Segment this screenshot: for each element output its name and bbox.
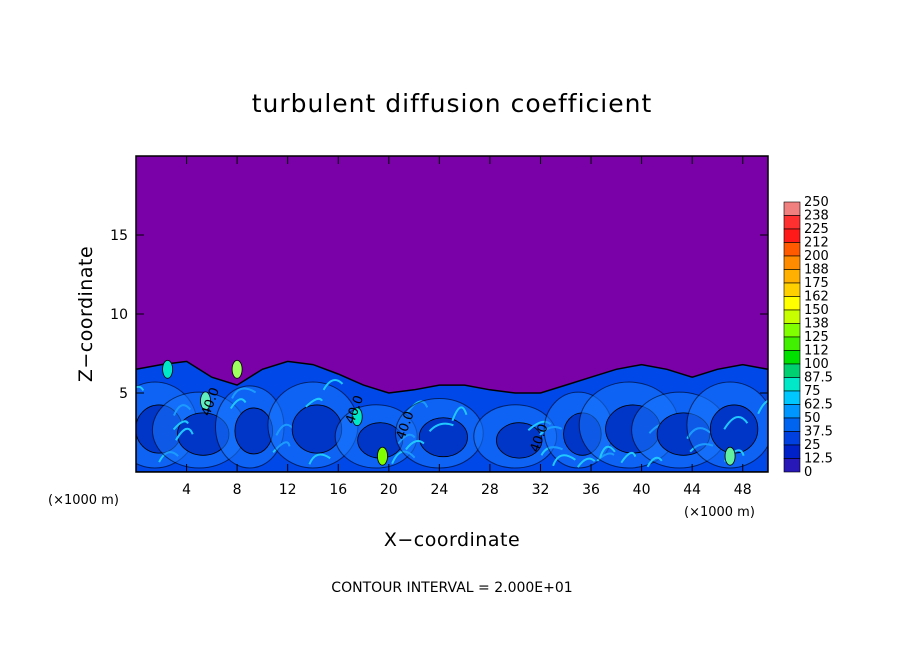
y-tick-label: 10 — [110, 307, 128, 323]
colorbar-swatch — [783, 444, 801, 459]
colorbar-label: 162 — [804, 290, 829, 305]
turbulence-streak — [451, 406, 468, 422]
colorbar-swatch — [783, 296, 801, 311]
turbulence-streak — [405, 440, 425, 451]
colorbar-label: 112 — [804, 344, 829, 359]
high-diffusion-spot — [351, 407, 363, 427]
colorbar-label: 62.5 — [804, 398, 833, 413]
x-tick-label: 12 — [279, 482, 297, 498]
eddy-core — [291, 404, 343, 454]
colorbar-swatch — [783, 215, 801, 230]
x-tick-label: 16 — [329, 482, 347, 498]
turbulence-streak — [576, 457, 596, 468]
turbulence-streak — [229, 398, 247, 410]
colorbar-swatch — [783, 309, 801, 324]
colorbar-label: 0 — [804, 465, 812, 480]
eddy-core — [234, 407, 274, 455]
colorbar-label: 100 — [804, 357, 829, 372]
y-axis-ticks: 5 10 15 — [110, 228, 768, 402]
colorbar-swatch — [783, 458, 801, 473]
high-diffusion-spot — [200, 391, 211, 411]
colorbar-label: 87.5 — [804, 371, 833, 386]
colorbar-swatch — [783, 417, 801, 432]
x-unit-label-left: (×1000 m) — [48, 493, 119, 508]
x-tick-label: 8 — [233, 482, 242, 498]
colorbar-swatch — [783, 431, 801, 446]
x-tick-label: 20 — [380, 482, 398, 498]
y-tick-label: 5 — [119, 386, 128, 402]
eddy-core — [496, 422, 543, 459]
colorbar-label: 250 — [804, 195, 829, 210]
turbulence-streak — [305, 397, 323, 408]
x-tick-label: 36 — [582, 482, 600, 498]
high-diffusion-spot — [724, 446, 736, 466]
colorbar-label: 37.5 — [804, 425, 833, 440]
plot-area: 40.0 40.0 40.0 40.0 — [135, 155, 769, 473]
colorbar-swatch — [783, 363, 801, 378]
colorbar-label: 12.5 — [804, 452, 833, 467]
colorbar-swatch — [783, 201, 801, 216]
turbulence-streak — [723, 416, 749, 430]
colorbar-swatch — [783, 282, 801, 297]
eddy-core — [418, 417, 468, 458]
colorbar-label: 50 — [804, 411, 821, 426]
turbulence-streak — [646, 456, 663, 468]
turbulence-streak — [175, 427, 194, 441]
colorbar-label: 238 — [804, 209, 829, 224]
colorbar-swatch — [783, 323, 801, 338]
turbulence-streak — [308, 453, 331, 465]
turbulence-streak — [599, 445, 616, 459]
colorbar-swatch — [783, 390, 801, 405]
high-diffusion-spot — [377, 446, 388, 466]
colorbar-label: 200 — [804, 249, 829, 264]
y-axis-label: Z−coordinate — [75, 246, 97, 382]
contour-interval-text: CONTOUR INTERVAL = 2.000E+01 — [331, 580, 572, 596]
x-tick-label: 28 — [481, 482, 499, 498]
colorbar-label: 25 — [804, 438, 821, 453]
colorbar-swatch — [783, 269, 801, 284]
colorbar-swatch — [783, 377, 801, 392]
x-tick-label: 44 — [683, 482, 701, 498]
colorbar-swatch — [783, 255, 801, 270]
colorbar-label: 125 — [804, 330, 829, 345]
colorbar-swatch — [783, 336, 801, 351]
colorbar-swatch — [783, 228, 801, 243]
turbulence-streak — [757, 399, 768, 415]
high-diffusion-spot — [231, 359, 243, 379]
x-axis-ticks: 4 8 12 16 20 24 28 32 36 40 44 48 — [182, 156, 752, 498]
high-diffusion-spot — [162, 359, 174, 379]
colorbar-label: 212 — [804, 236, 829, 251]
colorbar-swatch — [783, 404, 801, 419]
x-tick-label: 4 — [182, 482, 191, 498]
y-tick-label: 15 — [110, 228, 128, 244]
turbulence-streak — [552, 454, 576, 467]
x-unit-label-right: (×1000 m) — [684, 505, 755, 520]
x-tick-label: 40 — [633, 482, 651, 498]
turbulence-streak — [322, 379, 344, 391]
colorbar-label: 175 — [804, 276, 829, 291]
chart-title: turbulent diffusion coefficient — [252, 89, 653, 118]
x-tick-label: 48 — [734, 482, 752, 498]
x-tick-label: 24 — [430, 482, 448, 498]
x-axis-label: X−coordinate — [384, 529, 520, 551]
turbulence-streak — [428, 422, 454, 432]
colorbar-label: 188 — [804, 263, 829, 278]
colorbar-label: 225 — [804, 222, 829, 237]
colorbar: 2502382252122001881751621501381251121008… — [783, 195, 833, 480]
turbulence-streak — [620, 451, 637, 464]
turbulence-streak — [172, 420, 189, 431]
eddy-core — [709, 404, 759, 454]
colorbar-label: 75 — [804, 384, 821, 399]
colorbar-swatch — [783, 242, 801, 257]
colorbar-label: 138 — [804, 317, 829, 332]
x-tick-label: 32 — [532, 482, 550, 498]
colorbar-label: 150 — [804, 303, 829, 318]
colorbar-swatch — [783, 350, 801, 365]
